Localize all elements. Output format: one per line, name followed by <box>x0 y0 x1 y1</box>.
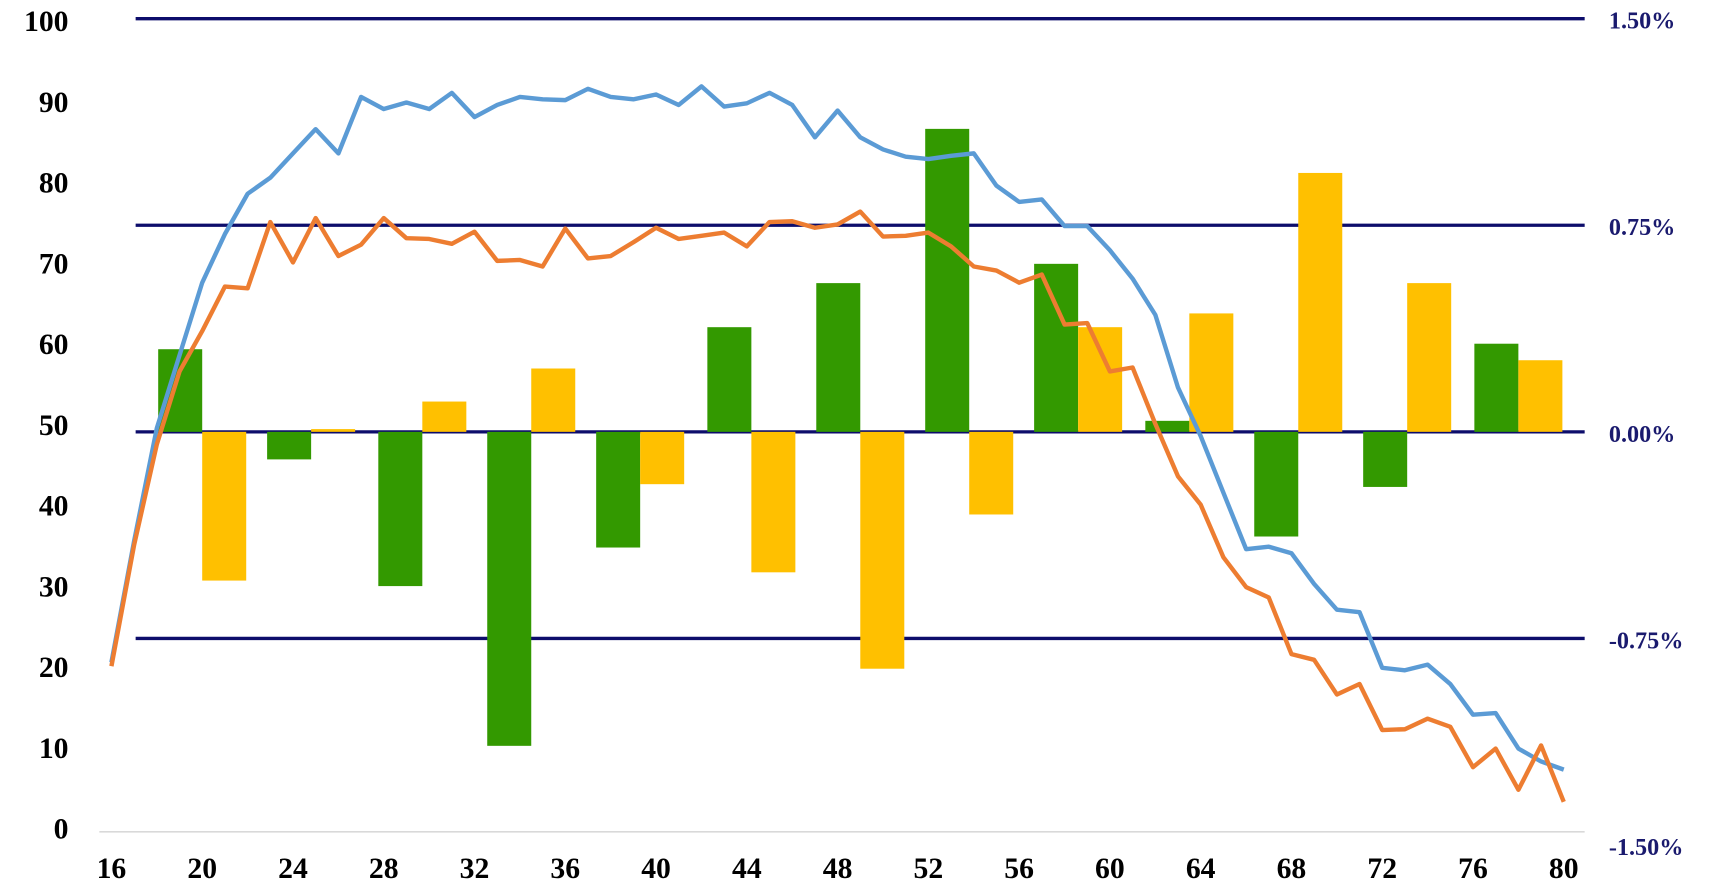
bar <box>1298 172 1343 432</box>
y-tick-label: 30 <box>39 571 69 603</box>
bar <box>202 431 247 581</box>
x-tick-label: 60 <box>1095 853 1125 885</box>
y2-tick-label: -1.50% <box>1609 834 1684 861</box>
bar <box>1254 431 1299 537</box>
x-tick-label: 56 <box>1004 853 1034 885</box>
bar <box>596 431 641 548</box>
x-tick-label: 72 <box>1367 853 1397 885</box>
bar <box>531 368 576 432</box>
y2-tick-label: 1.50% <box>1609 8 1676 35</box>
bar <box>267 431 312 460</box>
x-tick-label: 32 <box>460 853 490 885</box>
bar <box>1407 283 1452 432</box>
x-tick-label: 40 <box>641 853 671 885</box>
bar <box>707 327 752 432</box>
bar <box>378 431 423 587</box>
y-tick-label: 0 <box>54 814 69 846</box>
y-tick-label: 40 <box>39 491 69 523</box>
bar <box>1145 420 1190 432</box>
bar <box>1474 343 1519 432</box>
x-tick-label: 52 <box>914 853 944 885</box>
y-tick-label: 60 <box>39 329 69 361</box>
bar <box>751 431 796 573</box>
y-tick-label: 20 <box>39 652 69 684</box>
y2-tick-label: 0.00% <box>1609 421 1676 448</box>
x-tick-label: 80 <box>1549 853 1579 885</box>
x-tick-label: 68 <box>1277 853 1307 885</box>
bar <box>816 283 861 432</box>
y-tick-label: 50 <box>39 410 69 442</box>
y-tick-label: 90 <box>39 87 69 119</box>
x-tick-label: 36 <box>550 853 580 885</box>
x-tick-label: 76 <box>1458 853 1488 885</box>
x-tick-label: 48 <box>823 853 853 885</box>
y-tick-label: 10 <box>39 733 69 765</box>
bar <box>422 401 467 432</box>
bar <box>860 431 905 669</box>
y-tick-label: 80 <box>39 168 69 200</box>
bar <box>925 128 970 432</box>
y2-tick-label: 0.75% <box>1609 214 1676 241</box>
x-tick-label: 16 <box>97 853 127 885</box>
y2-tick-label: -0.75% <box>1609 627 1684 654</box>
x-tick-label: 20 <box>187 853 217 885</box>
line <box>109 84 1565 772</box>
x-tick-label: 24 <box>278 853 308 885</box>
bar <box>487 431 532 746</box>
bar <box>640 431 685 485</box>
bar <box>969 431 1014 515</box>
bar <box>1078 327 1123 432</box>
bar <box>1363 431 1408 487</box>
x-tick-label: 44 <box>732 853 762 885</box>
bar <box>1518 360 1563 432</box>
bar <box>1189 313 1234 432</box>
x-tick-label: 28 <box>369 853 399 885</box>
bar <box>1034 263 1079 432</box>
y-tick-label: 100 <box>24 6 69 38</box>
line <box>109 209 1566 803</box>
x-tick-label: 64 <box>1186 853 1216 885</box>
y-tick-label: 70 <box>39 248 69 280</box>
bar <box>311 429 356 432</box>
